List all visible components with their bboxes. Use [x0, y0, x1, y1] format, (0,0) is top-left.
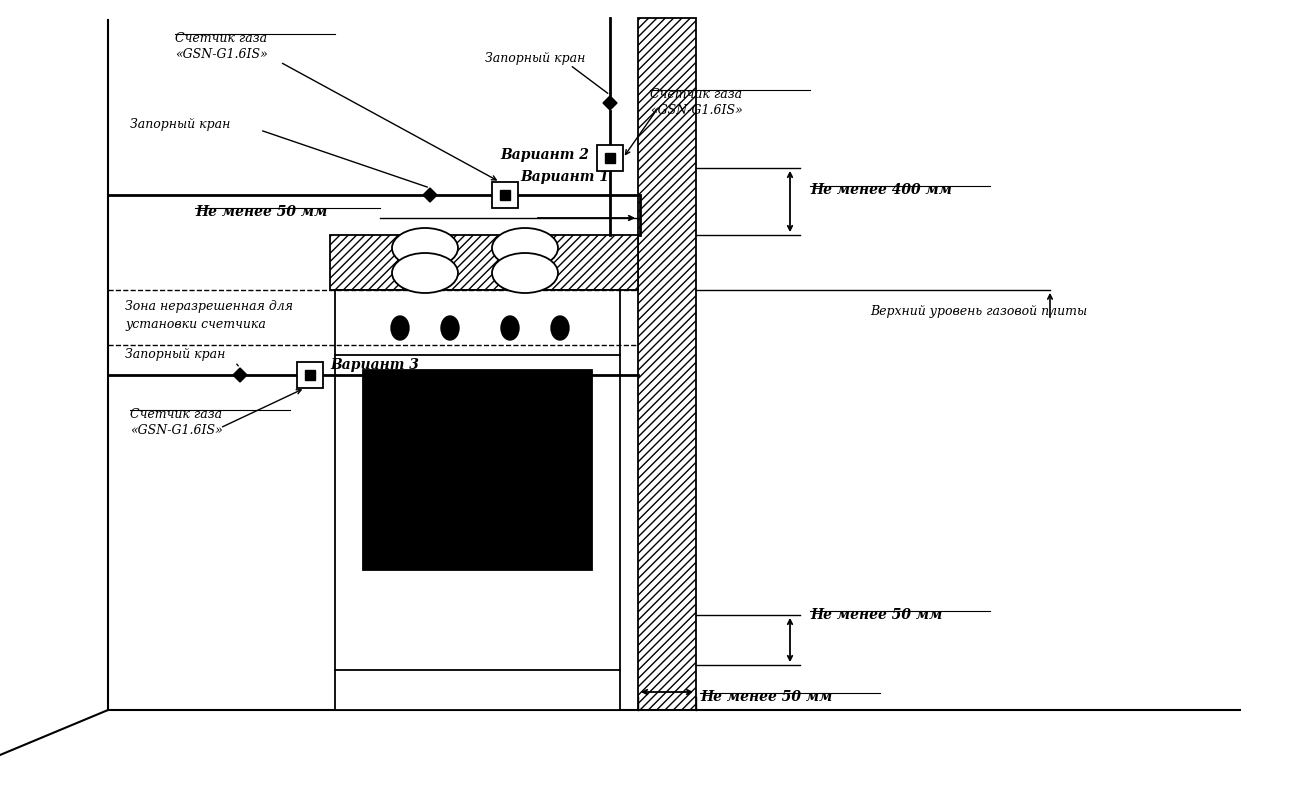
- Ellipse shape: [391, 228, 457, 268]
- Text: Вариант 3: Вариант 3: [329, 358, 419, 372]
- Bar: [305, 370, 315, 380]
- Text: Запорный кран: Запорный кран: [130, 118, 230, 131]
- Bar: [605, 153, 615, 163]
- Text: «GSN-G1.6IS»: «GSN-G1.6IS»: [130, 424, 222, 437]
- Text: установки счетчика: установки счетчика: [125, 318, 266, 331]
- Polygon shape: [603, 96, 618, 110]
- Text: Не менее 400 мм: Не менее 400 мм: [810, 183, 952, 197]
- Text: Запорный кран: Запорный кран: [484, 52, 585, 65]
- Bar: [297, 362, 323, 388]
- Text: Счетчик газа: Счетчик газа: [130, 408, 222, 421]
- Bar: [492, 182, 518, 208]
- Ellipse shape: [501, 316, 519, 340]
- Bar: [363, 370, 592, 570]
- Ellipse shape: [391, 253, 457, 293]
- Bar: [335, 290, 620, 710]
- Ellipse shape: [391, 316, 410, 340]
- Ellipse shape: [550, 316, 568, 340]
- Bar: [638, 18, 696, 710]
- Bar: [597, 145, 623, 171]
- Text: Счетчик газа: Счетчик газа: [650, 88, 742, 101]
- Bar: [500, 190, 510, 200]
- Text: Не менее 50 мм: Не менее 50 мм: [700, 690, 832, 704]
- Text: Счетчик газа: Счетчик газа: [174, 32, 267, 45]
- Text: Запорный кран: Запорный кран: [125, 348, 225, 361]
- Text: Вариант 2: Вариант 2: [500, 148, 589, 162]
- Bar: [329, 235, 638, 290]
- Ellipse shape: [492, 253, 558, 293]
- Ellipse shape: [441, 316, 459, 340]
- Polygon shape: [233, 368, 247, 382]
- Text: Не менее 50 мм: Не менее 50 мм: [810, 608, 942, 622]
- Text: Зона неразрешенная для: Зона неразрешенная для: [125, 300, 293, 313]
- Ellipse shape: [492, 228, 558, 268]
- Text: Вариант 1: Вариант 1: [519, 170, 609, 184]
- Text: Не менее 50 мм: Не менее 50 мм: [195, 205, 327, 219]
- Text: «GSN-G1.6IS»: «GSN-G1.6IS»: [174, 48, 267, 61]
- Text: «GSN-G1.6IS»: «GSN-G1.6IS»: [650, 104, 743, 117]
- Polygon shape: [422, 188, 437, 202]
- Text: Верхний уровень газовой плиты: Верхний уровень газовой плиты: [870, 305, 1087, 318]
